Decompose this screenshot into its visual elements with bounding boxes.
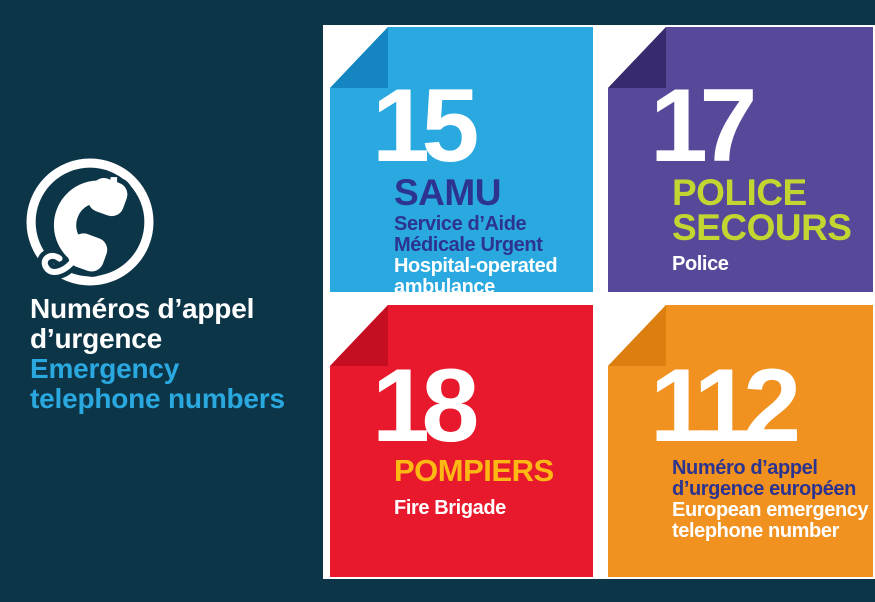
phone-icon-ring bbox=[26, 158, 154, 286]
service-name: POLICE SECOURS bbox=[672, 172, 852, 248]
emergency-number: 18 bbox=[372, 348, 479, 464]
card-police: 17 POLICE SECOURS Police bbox=[608, 27, 873, 292]
service-name: POMPIERS bbox=[394, 453, 554, 488]
phone-icon: ’ bbox=[26, 158, 154, 286]
service-name: SAMU bbox=[394, 172, 501, 213]
service-description-english: Hospital-operated ambulance bbox=[394, 255, 558, 292]
phone-handset bbox=[47, 172, 133, 277]
service-description-english: Police bbox=[672, 253, 729, 275]
emergency-number: 17 bbox=[650, 68, 757, 184]
card-european-112: 112 Numéro d’appel d’urgence européen Eu… bbox=[608, 305, 873, 577]
service-description-english: Fire Brigade bbox=[394, 497, 506, 519]
service-description-french: Service d’Aide Médicale Urgent bbox=[394, 213, 543, 256]
emergency-number: 15 bbox=[372, 68, 479, 184]
card-samu: 15 SAMU Service d’Aide Médicale Urgent H… bbox=[330, 27, 593, 292]
service-description-french: Numéro d’appel d’urgence européen bbox=[672, 457, 856, 500]
phone-cord bbox=[41, 249, 82, 275]
poster-title-block: Numéros d’appel d’urgence Emergency tele… bbox=[30, 294, 322, 414]
emergency-number: 112 bbox=[650, 348, 801, 464]
phone-icon-svg: ’ bbox=[26, 158, 154, 286]
poster-title-french: Numéros d’appel d’urgence bbox=[30, 293, 255, 354]
card-pompiers: 18 POMPIERS Fire Brigade bbox=[330, 305, 593, 577]
cards-panel: 15 SAMU Service d’Aide Médicale Urgent H… bbox=[323, 25, 875, 579]
phone-icon-accent-mark: ’ bbox=[107, 167, 120, 219]
poster-title-english: Emergency telephone numbers bbox=[30, 353, 285, 414]
service-description-english: European emergency telephone number bbox=[672, 499, 869, 542]
